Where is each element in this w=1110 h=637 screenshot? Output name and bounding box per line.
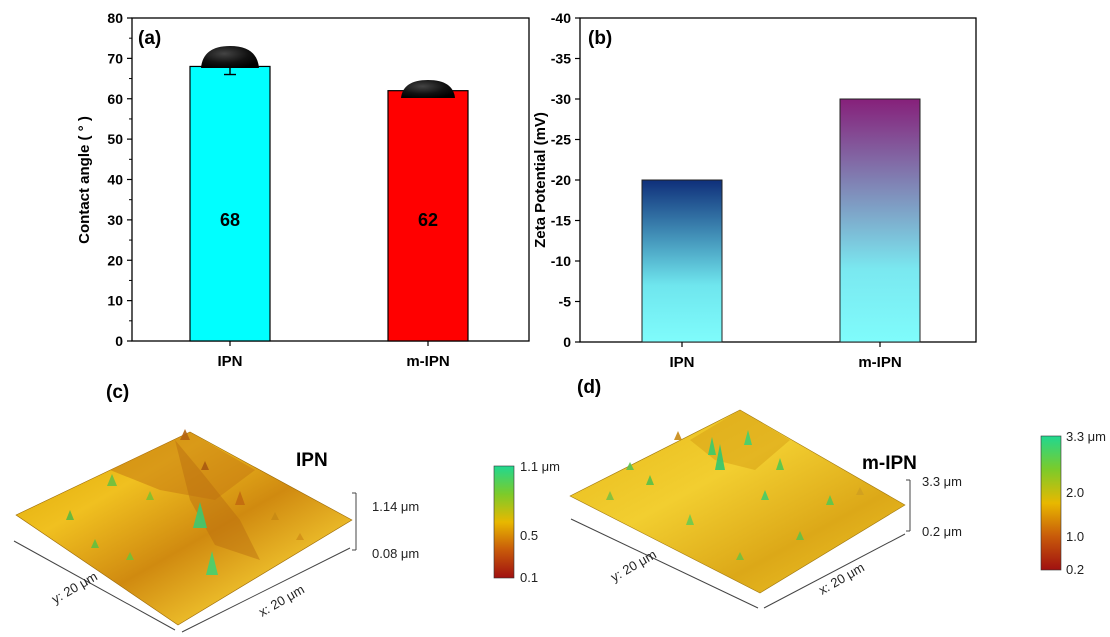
afm-peak [736, 552, 744, 560]
y-axis-ticks-a: 0 10 20 30 40 50 60 70 80 [107, 10, 132, 349]
afm-y-axis-line-d [570, 518, 759, 609]
afm-z-bottom-label-d: 0.2 μm [922, 524, 962, 539]
afm-peak [686, 514, 694, 525]
y-tick-label-a: 60 [107, 91, 123, 107]
y-tick-label-b: -30 [551, 91, 571, 107]
colorbar-d [1040, 435, 1062, 571]
afm-y-axis-label-d: y: 20 μm [608, 547, 659, 585]
y-tick-label-b: -20 [551, 172, 571, 188]
y-tick-label-a: 0 [115, 333, 123, 349]
afm-peak [856, 487, 864, 495]
panel-label-d: (d) [577, 377, 601, 398]
y-tick-label-b: -5 [559, 294, 572, 310]
afm-z-bottom-label-c: 0.08 μm [372, 546, 419, 561]
afm-peak [761, 490, 769, 500]
panel-label-b: (b) [588, 28, 612, 49]
y-tick-label-a: 80 [107, 10, 123, 26]
bar-b [839, 98, 921, 343]
colorbar-bottom-label-d: 0.2 [1066, 562, 1084, 577]
y-tick-label-b: -10 [551, 253, 571, 269]
afm-peak [646, 475, 654, 485]
y-axis-ticks-b: 0 -5 -10 -15 -20 -25 -30 -35 -40 [551, 10, 580, 350]
bar-value-label-a: 68 [220, 210, 240, 230]
afm-peaks-d [606, 430, 864, 560]
y-tick-label-b: 0 [563, 334, 571, 350]
afm-title-d: m-IPN [862, 453, 917, 474]
colorbar-l2-label-d: 2.0 [1066, 485, 1084, 500]
afm-peak [201, 461, 209, 470]
panel-label-c: (c) [106, 382, 129, 403]
afm-peak [708, 437, 716, 455]
y-tick-label-a: 70 [107, 50, 123, 66]
afm-x-axis-label-c: x: 20 μm [256, 582, 307, 620]
afm-peak [296, 533, 304, 540]
y-tick-label-b: -25 [551, 132, 571, 148]
afm-peak [193, 502, 207, 528]
afm-z-top-label-d: 3.3 μm [922, 474, 962, 489]
category-label-a: m-IPN [406, 353, 449, 370]
afm-peak [180, 429, 190, 440]
colorbar-top-label-d: 3.3 μm [1066, 429, 1106, 444]
panel-label-a: (a) [138, 28, 161, 49]
category-label-b: IPN [669, 354, 694, 371]
afm-peak [91, 539, 99, 548]
afm-peak [206, 551, 218, 575]
afm-y-axis-line-c [13, 540, 176, 631]
afm-peak [107, 474, 117, 486]
colorbar-top-label-c: 1.1 μm [520, 459, 560, 474]
bar-a [189, 65, 271, 342]
y-tick-label-a: 40 [107, 172, 123, 188]
afm-peak [826, 495, 834, 505]
y-tick-label-b: -15 [551, 213, 571, 229]
water-droplet-icon [401, 80, 455, 98]
y-tick-label-b: -40 [551, 10, 571, 26]
bars-b: IPN m-IPN [641, 98, 921, 371]
y-tick-label-a: 30 [107, 212, 123, 228]
colorbar-mid-label-c: 0.5 [520, 528, 538, 543]
afm-peak [66, 510, 74, 520]
afm-surface-mipn: (d) y: 20 μm x: 20 μm 3.3 μm 0.2 μm m-IP… [569, 377, 1106, 609]
afm-peak [715, 444, 725, 470]
afm-peak [776, 458, 784, 470]
afm-surface-ipn: (c) y: 20 μm x: 20 μm 1.14 μm 0.08 μm IP… [13, 382, 560, 633]
y-tick-label-b: -35 [551, 51, 571, 67]
afm-peak [606, 491, 614, 500]
water-droplet-icon [201, 46, 259, 68]
y-axis-title-a: Contact angle ( ° ) [76, 116, 93, 244]
y-tick-label-a: 10 [107, 293, 123, 309]
afm-peak [796, 531, 804, 540]
contact-angle-chart: 0 10 20 30 40 50 60 70 80 68 IPN 62 m-IPN Contact a… [76, 10, 530, 370]
bar-b [641, 179, 723, 343]
category-label-a: IPN [217, 353, 242, 370]
afm-surface-ridge-c [110, 432, 255, 500]
afm-peak [126, 552, 134, 560]
afm-surface-ridge2-c [175, 440, 260, 560]
bars-a: 68 IPN 62 m-IPN [189, 46, 469, 370]
afm-peak [271, 512, 279, 520]
afm-peak [626, 462, 634, 470]
y-tick-label-a: 20 [107, 252, 123, 268]
afm-surface-d [569, 409, 906, 594]
zeta-potential-chart: 0 -5 -10 -15 -20 -25 -30 -35 -40 IPN m-IPN Zeta P… [532, 10, 977, 371]
afm-x-axis-label-d: x: 20 μm [816, 560, 867, 598]
bar-value-label-a: 62 [418, 210, 438, 230]
colorbar-c [493, 465, 515, 579]
y-tick-label-a: 50 [107, 131, 123, 147]
afm-title-c: IPN [296, 450, 328, 471]
colorbar-bottom-label-c: 0.1 [520, 570, 538, 585]
afm-peak [146, 491, 154, 500]
afm-peak [744, 430, 752, 445]
category-label-b: m-IPN [858, 354, 901, 371]
y-axis-title-b: Zeta Potential (mV) [532, 112, 549, 248]
afm-peak [674, 431, 682, 440]
afm-z-top-label-c: 1.14 μm [372, 499, 419, 514]
afm-peaks-c [66, 429, 304, 575]
afm-peak [235, 491, 245, 505]
afm-x-axis-line-c [181, 547, 351, 633]
colorbar-l3-label-d: 1.0 [1066, 529, 1084, 544]
afm-x-axis-line-d [763, 533, 906, 609]
